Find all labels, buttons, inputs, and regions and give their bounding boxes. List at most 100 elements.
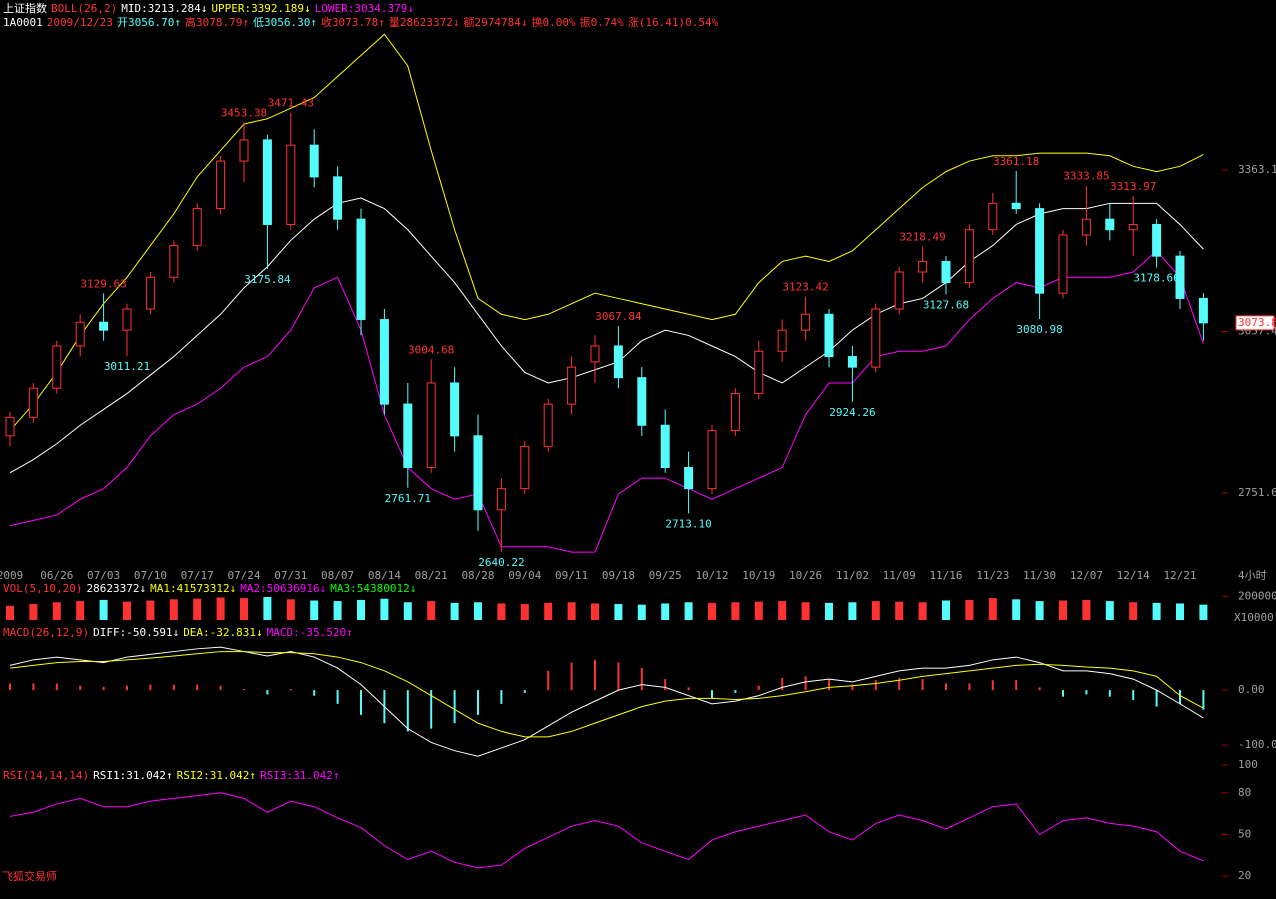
volume-bar — [286, 599, 295, 620]
volume-bar — [193, 598, 202, 620]
candle-body — [1175, 255, 1185, 299]
volume-bar — [263, 596, 272, 620]
legend-entry: MA1:41573312↓ — [150, 582, 237, 595]
volume-bar — [52, 602, 61, 620]
candle-body — [754, 350, 764, 395]
volume-bar — [1035, 601, 1044, 620]
legend-entry: UPPER:3392.189↓ — [211, 2, 311, 15]
y-tick-label: 50 — [1238, 828, 1251, 841]
volume-bar — [661, 603, 670, 620]
candle-body — [5, 416, 15, 437]
candle-body — [1081, 218, 1091, 236]
y-tick-label: 2751.6 — [1238, 486, 1276, 499]
candle-body — [801, 313, 811, 331]
price-annotation: 3175.84 — [244, 273, 291, 286]
series-line — [9, 651, 1204, 738]
quote-field: 开3056.70↑ — [116, 16, 181, 29]
candle-body — [660, 424, 670, 469]
x-tick-label: 09/25 — [649, 569, 682, 582]
candle-body — [1152, 223, 1162, 257]
volume-bar — [544, 602, 553, 620]
legend-entry: MA3:54380012↓ — [330, 582, 417, 595]
volume-bar — [614, 604, 623, 620]
candle-body — [824, 313, 834, 358]
last-price-label: 3073.8 — [1238, 316, 1276, 329]
candle-body — [426, 382, 436, 469]
volume-bar — [1105, 601, 1114, 620]
volume-bar — [403, 602, 412, 620]
volume-bar — [240, 598, 248, 620]
x-tick-label: 08/07 — [321, 569, 354, 582]
volume-bar — [965, 599, 974, 620]
candle-body — [450, 382, 460, 437]
legend-entry: RSI2:31.042↑ — [176, 769, 257, 782]
volume-bar — [216, 597, 225, 620]
x-tick-label: 09/04 — [508, 569, 541, 582]
volume-bar — [684, 602, 693, 620]
volume-bar — [1082, 599, 1091, 620]
candle-body — [1128, 223, 1138, 231]
quote-field: 收3073.78↑ — [320, 16, 385, 29]
x-tick-label: 06/26 — [40, 569, 73, 582]
price-annotation: 2761.71 — [385, 492, 431, 505]
title: 上证指数 — [3, 2, 47, 15]
candle-body — [543, 403, 553, 447]
series-line — [9, 33, 1204, 431]
quote-field: 2009/12/23 — [46, 16, 113, 29]
x-tick-label: 07/03 — [87, 569, 120, 582]
x-tick-label: 11/02 — [836, 569, 869, 582]
x-tick-label: 09/11 — [555, 569, 588, 582]
legend-entry: 28623372↓ — [86, 582, 147, 595]
candle-body — [145, 276, 155, 310]
legend-entry: LOWER:3034.379↓ — [314, 2, 415, 15]
candle-body — [192, 208, 202, 247]
series-line — [9, 197, 1204, 474]
candle-body — [613, 345, 623, 379]
legend-entry: RSI1:31.042↑ — [93, 769, 173, 782]
rsi-header: RSI(14,14,14) RSI1:31.042↑ RSI2:31.042↑ RSI… — [3, 769, 344, 782]
volume-bar — [1059, 600, 1067, 620]
volume-bar — [778, 601, 787, 620]
candle-body — [684, 467, 694, 490]
volume-bar — [801, 602, 810, 620]
volume-bar — [76, 601, 85, 620]
price-annotation: 2924.26 — [829, 406, 875, 419]
candle-body — [520, 445, 530, 490]
x-tick-label: 07/24 — [227, 569, 260, 582]
x-tick-label: 12/07 — [1070, 569, 1103, 582]
volume-bar — [942, 600, 950, 620]
volume-bar — [450, 602, 459, 620]
volume-bar — [1199, 604, 1208, 620]
volume-header: VOL(5,10,20) 28623372↓ MA1:41573312↓ MA2:50… — [3, 582, 420, 595]
last-price-box — [1235, 315, 1275, 331]
price-annotation: 3218.49 — [899, 230, 945, 243]
candle-body — [52, 345, 62, 389]
volume-bar — [567, 602, 576, 620]
quote-field: 涨(16.41)0.54% — [627, 16, 719, 29]
series-line — [9, 646, 1204, 757]
candle-body — [988, 202, 998, 231]
volume-bar — [474, 602, 482, 620]
volume-bar — [754, 601, 763, 620]
legend-entry: RSI3:31.042↑ — [260, 769, 340, 782]
volume-bar — [427, 601, 436, 620]
y-tick-label: 80 — [1238, 786, 1251, 799]
x-tick-label: 12/21 — [1163, 569, 1196, 582]
quote-field: 额2974784↓ — [463, 16, 528, 29]
candle-body — [99, 321, 109, 331]
x-tick-label: 10/19 — [742, 569, 775, 582]
price-annotation: 3453.38 — [221, 106, 267, 119]
x-tick-label: 09/18 — [602, 569, 635, 582]
legend-entry: MID:3213.284↓ — [121, 2, 208, 15]
volume-bar — [357, 599, 365, 620]
candle-body — [403, 403, 413, 469]
candle-body — [75, 321, 85, 347]
volume-bar — [123, 601, 131, 620]
candle-body — [1035, 208, 1045, 294]
x-tick-label: 07/31 — [274, 569, 307, 582]
indicator-label: BOLL(26,2) — [51, 2, 118, 15]
candle-body — [239, 139, 249, 162]
y-tick-label: 3363.1 — [1238, 163, 1276, 176]
price-annotation: 3129.63 — [80, 277, 126, 290]
